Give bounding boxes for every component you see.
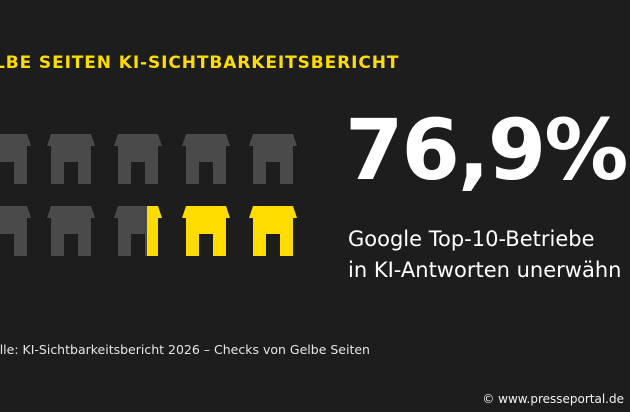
statistic-caption: Google Top-10-Betriebe in KI-Antworten u…	[348, 224, 621, 286]
report-headline: LBE SEITEN KI-SICHTBARKEITSBERICHT	[0, 53, 400, 73]
storefront-icon	[249, 134, 297, 184]
storefront-icon	[182, 134, 230, 184]
storefront-icon	[0, 134, 31, 184]
storefront-icon	[114, 134, 162, 184]
storefront-icon-partial-highlight	[147, 206, 162, 256]
copyright-credit: © www.presseportal.de	[482, 392, 624, 406]
storefront-pictogram	[0, 134, 297, 256]
storefront-icon	[0, 206, 31, 256]
caption-line-2: in KI-Antworten unerwähn	[348, 258, 622, 282]
statistic-value: 76,9%	[345, 101, 628, 199]
storefront-icon-highlight	[249, 206, 297, 256]
storefront-icon-highlight	[182, 206, 230, 256]
storefront-icon	[47, 206, 95, 256]
source-note: elle: KI-Sichtbarkeitsbericht 2026 – Che…	[0, 342, 370, 357]
storefront-icon	[47, 134, 95, 184]
caption-line-1: Google Top-10-Betriebe	[348, 227, 595, 251]
